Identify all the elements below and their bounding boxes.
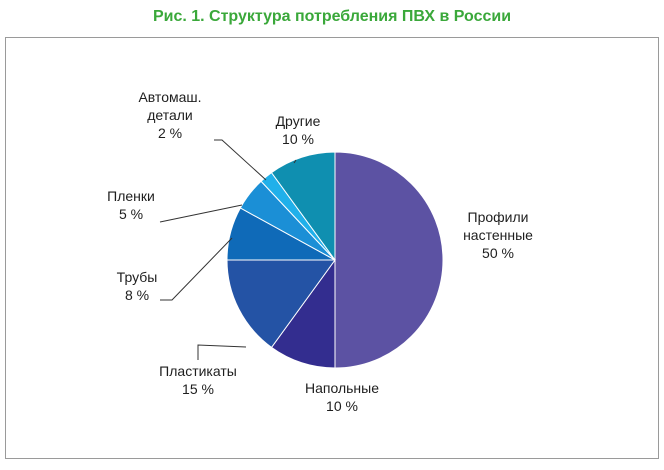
leader-line-6 (293, 159, 297, 164)
slice-name-text: Трубы (117, 269, 158, 285)
leader-line-4 (159, 204, 243, 223)
slice-value-text: 10 % (282, 131, 314, 147)
slice-value-text: 10 % (326, 398, 358, 414)
slice-value-text: 5 % (119, 206, 143, 222)
slice-label-5: Автомаш. детали 2 % (138, 89, 201, 141)
leader-line-3 (160, 237, 233, 301)
slice-name-text: детали (147, 107, 193, 123)
leader-line-5 (214, 139, 267, 181)
slice-name-text: настенные (463, 227, 533, 243)
slice-name-text: Пластикаты (159, 363, 237, 379)
slice-value-text: 15 % (182, 381, 214, 397)
slice-value-text: 2 % (158, 125, 182, 141)
slice-name-text: Напольные (305, 380, 379, 396)
chart-title: Рис. 1. Структура потребления ПВХ в Росс… (152, 8, 512, 25)
slice-label-0: Профили настенные 50 % (463, 209, 533, 261)
pie-slice-0 (334, 151, 444, 369)
slice-name-text: Другие (276, 113, 321, 129)
pie-slice-2 (226, 259, 336, 349)
slice-name-text: Пленки (107, 188, 155, 204)
slice-value-text: 50 % (482, 245, 514, 261)
slice-label-1: Напольные 10 % (305, 380, 379, 414)
leader-line-2 (197, 344, 247, 360)
slice-name-text: Профили (468, 209, 529, 225)
slice-label-6: Другие 10 % (276, 113, 321, 147)
slice-label-2: Пластикаты 15 % (159, 363, 237, 397)
slice-label-3: Трубы 8 % (117, 269, 158, 303)
pie-slice-6 (270, 151, 336, 262)
slice-value-text: 8 % (125, 287, 149, 303)
slice-name-text: Автомаш. (138, 89, 201, 105)
slice-label-4: Пленки 5 % (107, 188, 155, 222)
